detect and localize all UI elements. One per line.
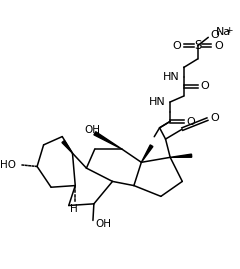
Text: +: +: [225, 26, 233, 35]
Text: O: O: [186, 116, 195, 126]
Text: OH: OH: [95, 220, 111, 229]
Text: OH: OH: [84, 125, 101, 135]
Text: HN: HN: [163, 72, 180, 82]
Text: O: O: [211, 113, 220, 123]
Text: Na: Na: [216, 27, 231, 37]
Text: S: S: [194, 39, 201, 52]
Polygon shape: [141, 145, 153, 162]
Text: O: O: [214, 41, 223, 51]
Text: HO: HO: [0, 160, 16, 170]
Text: O: O: [172, 41, 181, 51]
Text: H: H: [70, 204, 78, 214]
Polygon shape: [94, 132, 122, 149]
Text: O: O: [200, 82, 209, 91]
Text: O: O: [210, 30, 219, 40]
Text: ⁻: ⁻: [216, 29, 221, 38]
Polygon shape: [62, 141, 72, 153]
Polygon shape: [170, 154, 192, 157]
Text: HN: HN: [149, 97, 166, 107]
